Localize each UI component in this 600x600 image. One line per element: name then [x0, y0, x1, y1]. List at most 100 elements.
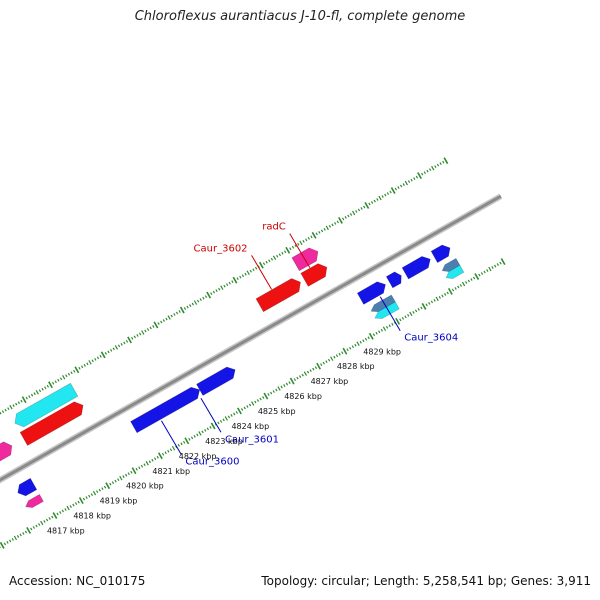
outer-tick	[33, 392, 36, 396]
inner-tick	[467, 279, 470, 283]
outer-tick	[67, 372, 71, 376]
outer-tick	[258, 261, 264, 269]
outer-tick	[191, 302, 194, 306]
inner-tick	[380, 328, 383, 332]
outer-tick	[91, 359, 94, 363]
outer-tick	[428, 168, 432, 172]
outer-tick	[352, 210, 356, 216]
outer-tick	[302, 239, 305, 243]
outer-tick	[410, 178, 413, 182]
outer-tick	[210, 292, 213, 295]
inner-tick	[435, 296, 439, 302]
scale-label: 4828 kbp	[337, 362, 375, 371]
outer-tick	[94, 357, 97, 361]
outer-tick	[125, 340, 129, 343]
outer-tick	[28, 395, 31, 399]
inner-tick	[359, 340, 362, 344]
outer-tick	[349, 213, 353, 216]
outer-tick	[114, 345, 119, 350]
outer-tick	[402, 183, 405, 186]
outer-tick	[231, 280, 234, 284]
outer-tick	[421, 172, 424, 176]
gene-arrow	[196, 366, 236, 396]
inner-tick	[206, 427, 209, 431]
outer-tick	[173, 313, 176, 316]
inner-tick	[478, 273, 481, 277]
outer-tick	[334, 222, 337, 225]
inner-tick	[114, 479, 117, 483]
outer-tick	[228, 281, 231, 285]
outer-tick	[120, 343, 123, 346]
outer-tick	[25, 396, 28, 400]
inner-tick	[412, 310, 415, 314]
outer-tick	[15, 402, 18, 406]
inner-tick	[190, 436, 194, 440]
outer-tick	[193, 300, 198, 305]
outer-tick	[232, 276, 238, 284]
outer-tick	[7, 407, 10, 411]
outer-tick	[86, 362, 89, 366]
outer-tick	[347, 214, 350, 218]
outer-tick	[294, 244, 297, 248]
outer-tick	[262, 262, 266, 266]
inner-tick	[500, 258, 506, 266]
inner-tick	[322, 361, 325, 365]
inner-tick	[6, 541, 9, 544]
inner-tick	[88, 494, 91, 498]
outer-tick	[307, 236, 310, 240]
outer-tick	[215, 289, 218, 293]
inner-tick	[488, 266, 492, 272]
outer-tick	[100, 351, 106, 359]
outer-tick	[149, 326, 152, 330]
inner-tick	[52, 512, 58, 519]
inner-tick	[288, 381, 291, 384]
outer-tick	[285, 246, 291, 254]
genome-summary-text: Topology: circular; Length: 5,258,541 bp…	[261, 574, 591, 588]
outer-tick	[117, 344, 121, 348]
inner-tick	[375, 331, 378, 335]
inner-tick	[459, 284, 463, 287]
outer-tick	[399, 184, 403, 188]
inner-tick	[330, 356, 334, 361]
outer-tick	[157, 322, 160, 325]
inner-tick	[40, 520, 44, 526]
outer-tick	[136, 334, 139, 337]
outer-tick	[153, 321, 159, 329]
inner-tick	[364, 337, 368, 341]
map-title: Chloroflexus aurantiacus J-10-fl, comple…	[134, 9, 466, 24]
outer-tick	[178, 310, 181, 313]
inner-tick	[378, 330, 381, 334]
inner-tick	[122, 475, 125, 479]
inner-tick	[470, 278, 473, 281]
inner-tick	[151, 458, 154, 462]
outer-tick	[48, 381, 53, 389]
outer-tick	[397, 186, 400, 189]
inner-tick	[312, 367, 315, 371]
outer-tick	[439, 162, 442, 166]
inner-tick	[285, 382, 289, 386]
inner-tick	[243, 406, 246, 410]
outer-tick	[220, 285, 224, 290]
inner-tick	[240, 408, 244, 411]
inner-tick	[499, 261, 502, 265]
inner-tick	[92, 490, 97, 496]
inner-tick	[263, 392, 269, 400]
outer-tick	[357, 208, 361, 212]
inner-tick	[296, 376, 299, 380]
inner-tick	[138, 466, 141, 470]
inner-tick	[64, 508, 67, 511]
gene-arrow	[441, 257, 461, 272]
inner-tick	[198, 431, 202, 436]
outer-tick	[54, 380, 57, 384]
inner-tick	[103, 485, 107, 489]
outer-tick	[218, 287, 221, 291]
outer-tick	[381, 195, 384, 198]
outer-tick	[133, 335, 136, 339]
outer-tick	[368, 202, 371, 206]
gene-label: radC	[262, 222, 286, 233]
outer-tick	[165, 317, 168, 321]
inner-tick	[420, 306, 423, 310]
inner-tick	[283, 384, 286, 387]
scale-label: 4825 kbp	[258, 407, 296, 416]
inner-tick	[425, 303, 428, 307]
